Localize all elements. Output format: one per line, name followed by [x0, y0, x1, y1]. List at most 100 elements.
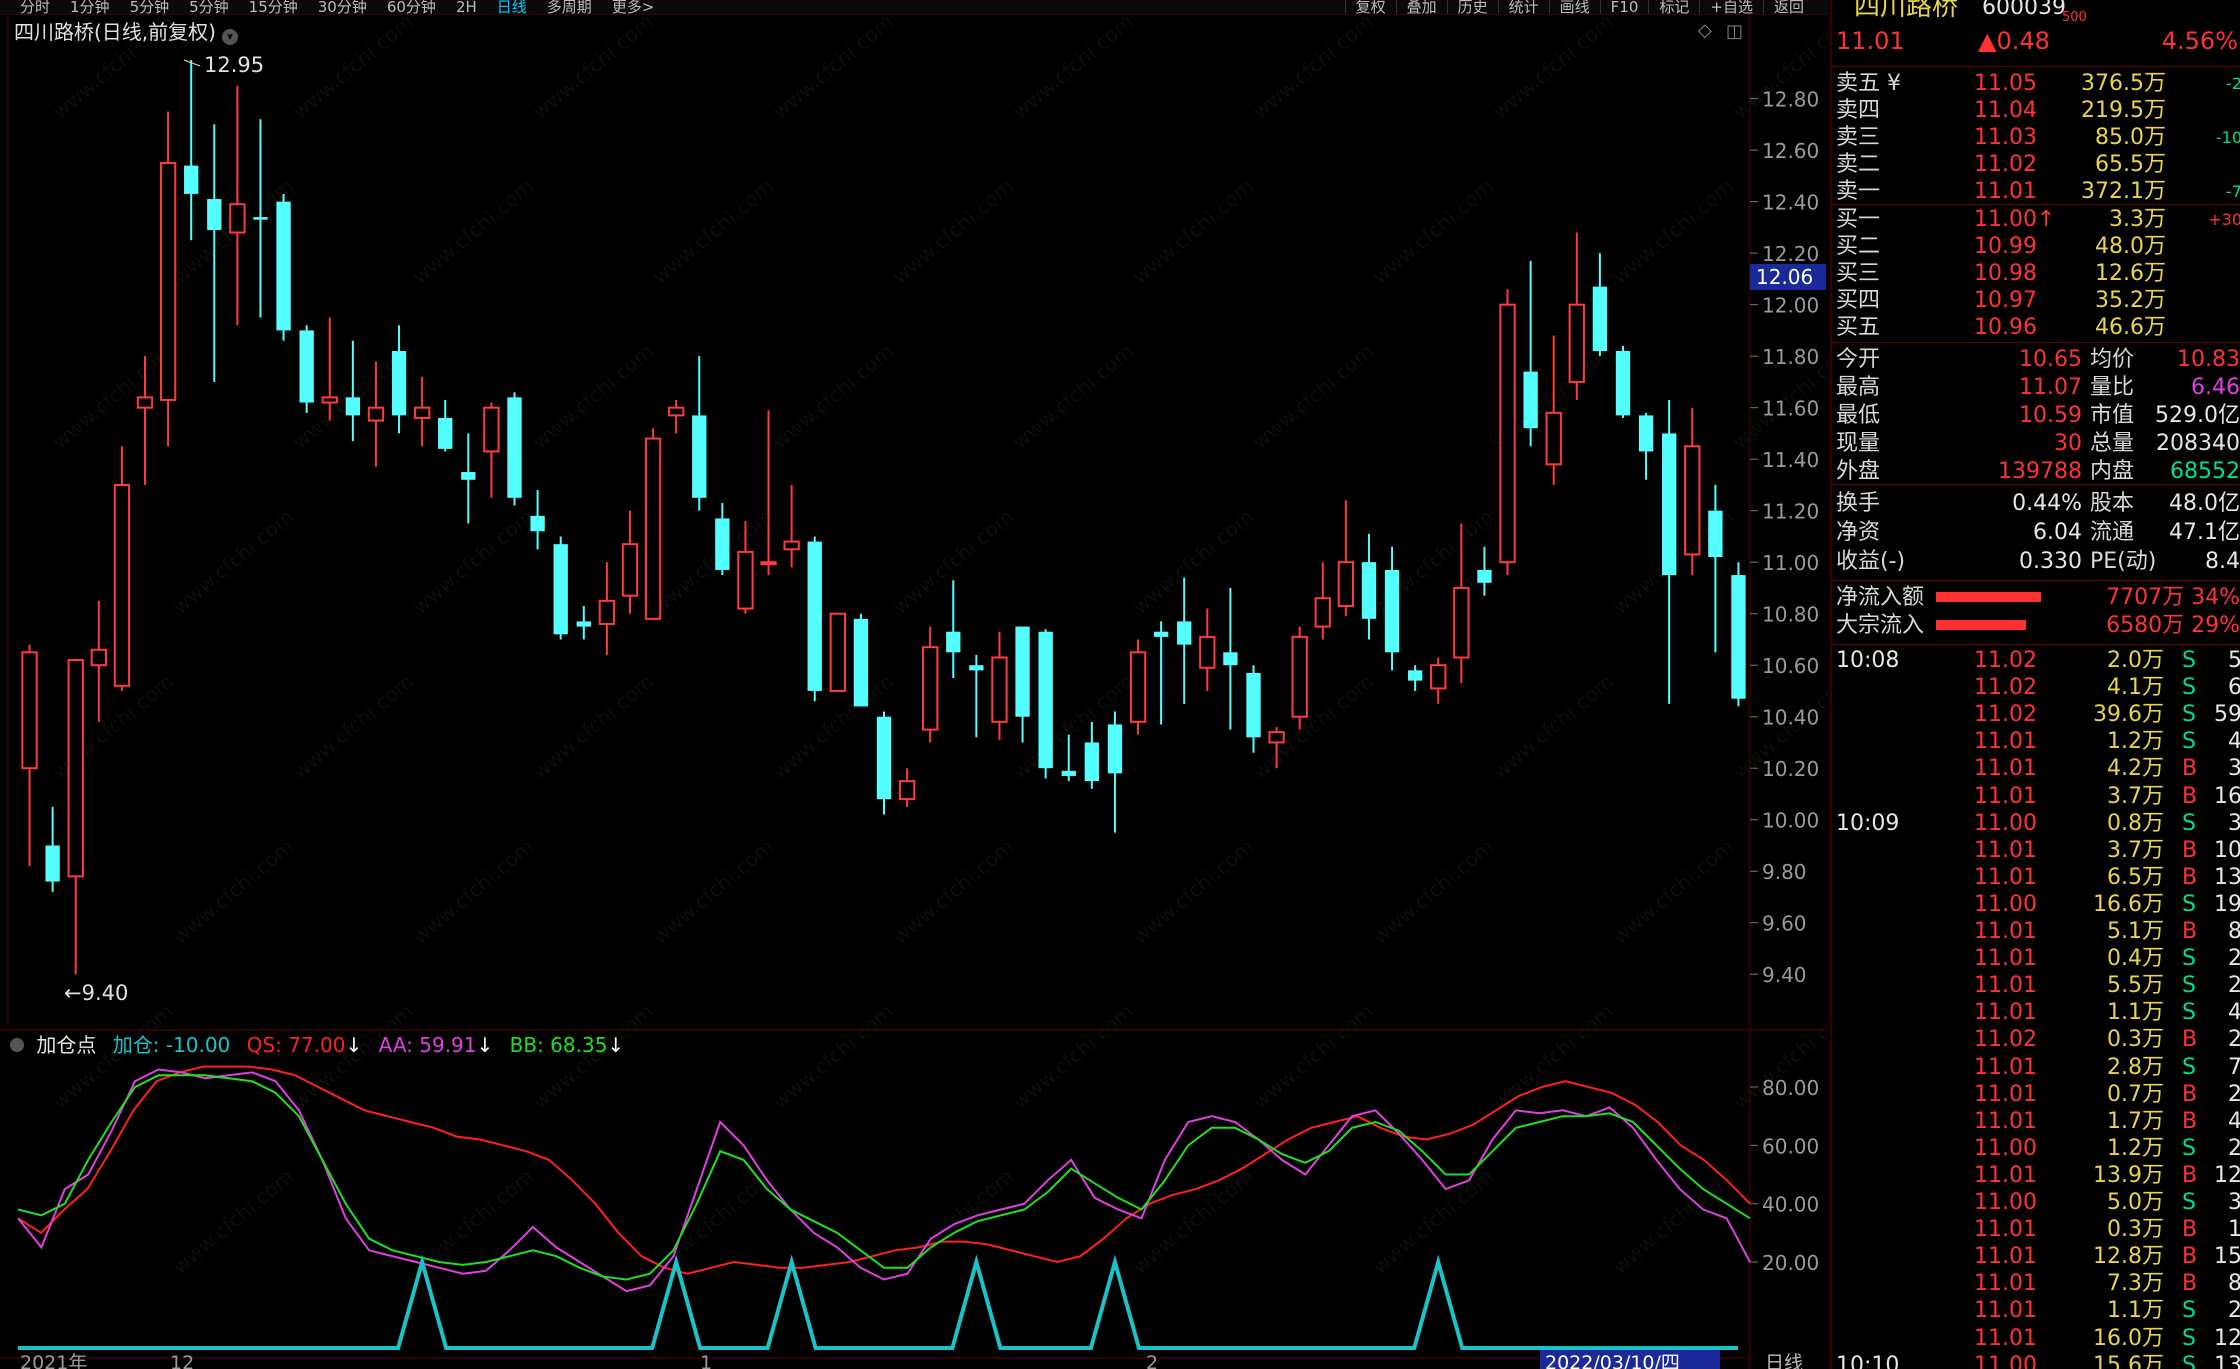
candle-body[interactable]: [1708, 510, 1723, 558]
period-tab[interactable]: 多周期: [546, 0, 592, 15]
candle-body[interactable]: [829, 612, 846, 692]
period-tab[interactable]: 更多>: [611, 0, 655, 15]
candle-body[interactable]: [783, 540, 800, 551]
tool-button[interactable]: F10: [1599, 0, 1649, 14]
candle-body[interactable]: [668, 406, 685, 417]
candle-body[interactable]: [807, 541, 822, 691]
candlestick-chart[interactable]: www.cfchi.com www.cfchi.com www.cfchi.com w…: [0, 0, 1828, 1369]
candle-body[interactable]: [553, 544, 568, 635]
candle-body[interactable]: [1337, 561, 1355, 607]
candle-body[interactable]: [1499, 303, 1516, 564]
candle-body[interactable]: [299, 330, 314, 403]
indicator-name[interactable]: 加仓点: [36, 1033, 97, 1057]
period-tab[interactable]: 5分钟: [129, 0, 170, 15]
candle-body[interactable]: [184, 165, 199, 194]
candle-body[interactable]: [576, 621, 591, 627]
candle-body[interactable]: [413, 406, 431, 419]
chevron-down-icon[interactable]: [10, 1038, 24, 1052]
candle-body[interactable]: [1430, 664, 1447, 690]
period-tab[interactable]: 60分钟: [386, 0, 436, 15]
period-tab[interactable]: 2H: [455, 0, 477, 15]
chevron-down-icon[interactable]: ▾: [221, 29, 238, 45]
candle-body[interactable]: [67, 659, 84, 878]
period-tab[interactable]: 15分钟: [248, 0, 298, 15]
chart-title[interactable]: 四川路桥(日线,前复权) ▾: [14, 16, 238, 45]
candle-body[interactable]: [644, 437, 662, 620]
candle-body[interactable]: [1684, 445, 1701, 556]
candle-body[interactable]: [946, 631, 961, 653]
candle-body[interactable]: [598, 599, 616, 625]
candle-body[interactable]: [1545, 411, 1562, 466]
candle-body[interactable]: [1268, 731, 1285, 744]
candle-body[interactable]: [1453, 586, 1470, 659]
candle-body[interactable]: [113, 483, 131, 687]
candle-body[interactable]: [737, 550, 754, 610]
candle-body[interactable]: [345, 397, 361, 416]
tool-button[interactable]: 历史: [1446, 0, 1498, 14]
candle-body[interactable]: [621, 543, 639, 597]
candle-body[interactable]: [853, 618, 869, 707]
tool-button[interactable]: 返回: [1762, 0, 1814, 14]
candle-body[interactable]: [1084, 742, 1099, 782]
candle-body[interactable]: [1291, 635, 1308, 718]
tool-button[interactable]: 标记: [1648, 0, 1699, 14]
window-icon[interactable]: ◫: [1726, 21, 1743, 42]
candle-body[interactable]: [367, 406, 385, 422]
candle-body[interactable]: [1107, 724, 1123, 774]
candle-body[interactable]: [1615, 351, 1631, 416]
candle-body[interactable]: [692, 415, 707, 498]
candle-body[interactable]: [1129, 651, 1147, 723]
candle-body[interactable]: [90, 648, 107, 667]
candle-body[interactable]: [1199, 635, 1216, 669]
candle-body[interactable]: [507, 397, 522, 498]
tool-button[interactable]: 复权: [1344, 0, 1396, 14]
candle-body[interactable]: [876, 716, 892, 800]
candle-body[interactable]: [136, 396, 154, 409]
candle-body[interactable]: [715, 518, 730, 570]
period-tab[interactable]: 5分钟: [189, 0, 229, 15]
candle-body[interactable]: [461, 472, 476, 480]
candle-body[interactable]: [760, 561, 777, 566]
candle-body[interactable]: [530, 515, 545, 532]
candle-body[interactable]: [45, 845, 60, 882]
candle-body[interactable]: [253, 217, 268, 220]
candle-body[interactable]: [207, 199, 222, 230]
period-tab[interactable]: 1分钟: [70, 0, 110, 15]
candle-body[interactable]: [922, 646, 939, 731]
candle-body[interactable]: [1038, 631, 1053, 769]
candle-body[interactable]: [1361, 562, 1377, 619]
candle-body[interactable]: [1592, 286, 1608, 352]
candle-body[interactable]: [991, 656, 1008, 723]
candle-body[interactable]: [1477, 569, 1492, 583]
period-tab[interactable]: 分时: [20, 0, 51, 15]
candle-body[interactable]: [159, 162, 177, 401]
candle-body[interactable]: [1384, 569, 1400, 653]
candle-body[interactable]: [1731, 575, 1746, 699]
candle-body[interactable]: [391, 351, 407, 416]
candle-body[interactable]: [1568, 303, 1585, 383]
candle-body[interactable]: [1177, 621, 1192, 645]
candle-body[interactable]: [1246, 672, 1261, 738]
candle-body[interactable]: [1223, 652, 1238, 666]
candle-body[interactable]: [1314, 597, 1331, 628]
candle-body[interactable]: [229, 203, 246, 234]
tool-button[interactable]: 统计: [1497, 0, 1549, 14]
chart-area[interactable]: 分时 1分钟 5分钟 5分钟 15分钟 30分钟 60分钟 2H 日线 多周期 更多> 复权 叠加 历史…: [0, 0, 1828, 1369]
candle-body[interactable]: [1407, 670, 1423, 681]
period-tab[interactable]: 30分钟: [317, 0, 367, 15]
candle-body[interactable]: [21, 651, 38, 770]
candle-body[interactable]: [1153, 631, 1169, 637]
candle-body[interactable]: [483, 406, 500, 453]
candle-body[interactable]: [321, 396, 338, 404]
candle-body[interactable]: [438, 417, 453, 449]
tool-button[interactable]: 叠加: [1395, 0, 1447, 14]
candle-body[interactable]: [1061, 770, 1076, 776]
candle-body[interactable]: [1015, 626, 1030, 717]
candle-body[interactable]: [1638, 415, 1654, 452]
period-tab[interactable]: 日线: [496, 0, 527, 15]
candle-body[interactable]: [1523, 371, 1538, 429]
candle-body[interactable]: [969, 665, 984, 671]
candle-body[interactable]: [898, 780, 916, 801]
candle-body[interactable]: [276, 201, 291, 331]
tool-button[interactable]: +自选: [1699, 0, 1763, 14]
